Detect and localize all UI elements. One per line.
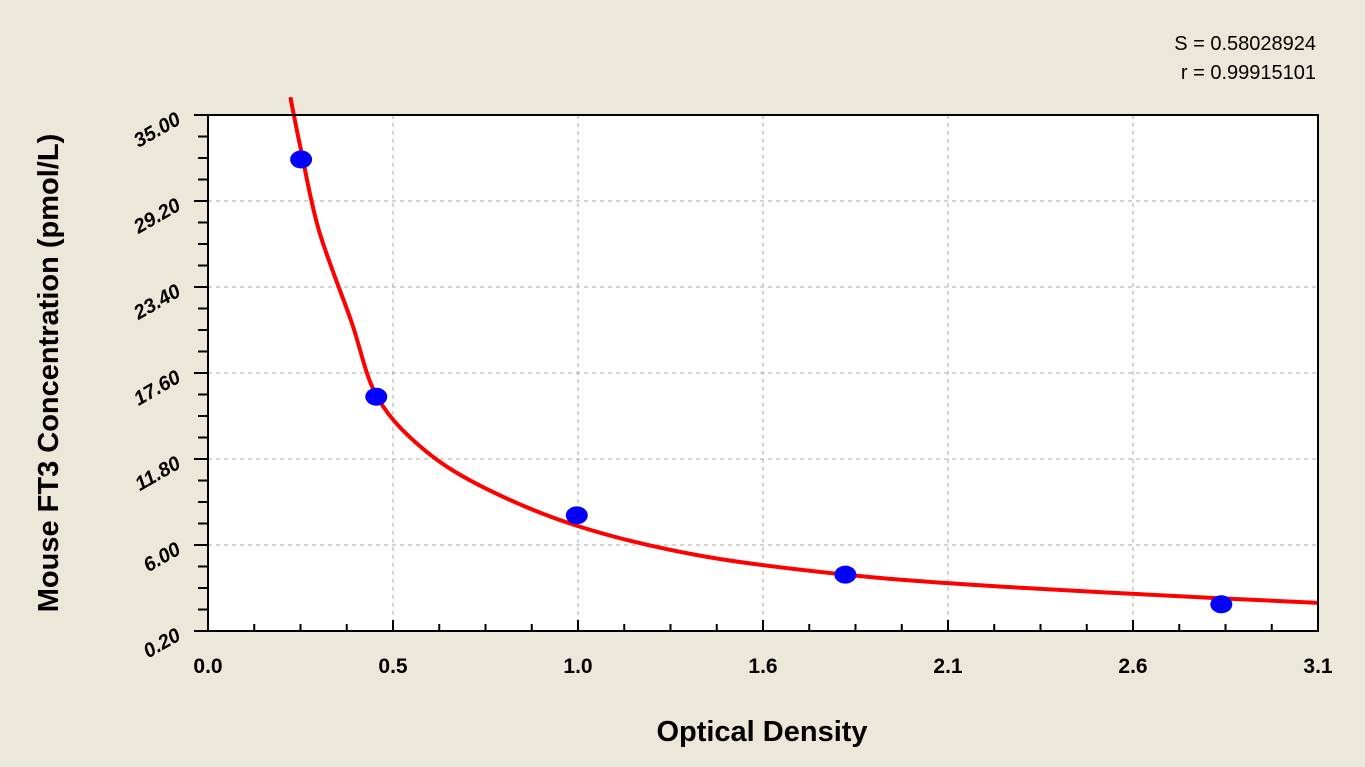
- x-axis-title: Optical Density: [656, 716, 867, 748]
- x-tick-label: 2.1: [933, 655, 963, 678]
- data-points: [290, 150, 1233, 614]
- x-tick-label: 0.5: [378, 655, 408, 678]
- fitted-curve: [288, 96, 1319, 605]
- y-tick-label: 6.00: [140, 538, 185, 577]
- x-axis-tick-labels: 0.0 0.5 1.0 1.6 2.1 2.6 3.1: [193, 655, 1333, 678]
- data-point: [565, 506, 588, 525]
- data-point: [834, 565, 857, 584]
- data-point: [1210, 595, 1233, 614]
- y-tick-label: 35.00: [130, 108, 184, 152]
- axis-ticks: [194, 114, 1319, 632]
- x-tick-label: 0.0: [193, 655, 222, 678]
- gridlines: [208, 115, 1318, 631]
- y-tick-label: 23.40: [129, 280, 184, 325]
- s-value: S = 0.58028924: [1174, 33, 1316, 55]
- x-tick-label: 2.6: [1118, 655, 1147, 678]
- r-value: r = 0.99915101: [1180, 62, 1316, 84]
- y-axis-tick-labels: 35.00 29.20 23.40 17.60 11.80 6.00 0.20: [129, 108, 184, 663]
- x-tick-label: 1.0: [563, 655, 592, 678]
- y-tick-label: 17.60: [130, 366, 184, 410]
- data-point: [365, 387, 388, 406]
- y-tick-label: 11.80: [131, 452, 184, 495]
- x-tick-label: 3.1: [1303, 655, 1333, 678]
- y-axis-title: Mouse FT3 Concentration (pmol/L): [33, 134, 65, 613]
- fit-statistics: S = 0.58028924 r = 0.99915101: [1174, 30, 1316, 88]
- y-tick-label: 29.20: [129, 194, 184, 239]
- plot-frame: [207, 114, 1319, 632]
- y-tick-label: 0.20: [140, 624, 185, 663]
- x-tick-label: 1.6: [748, 655, 777, 678]
- data-point: [290, 150, 313, 169]
